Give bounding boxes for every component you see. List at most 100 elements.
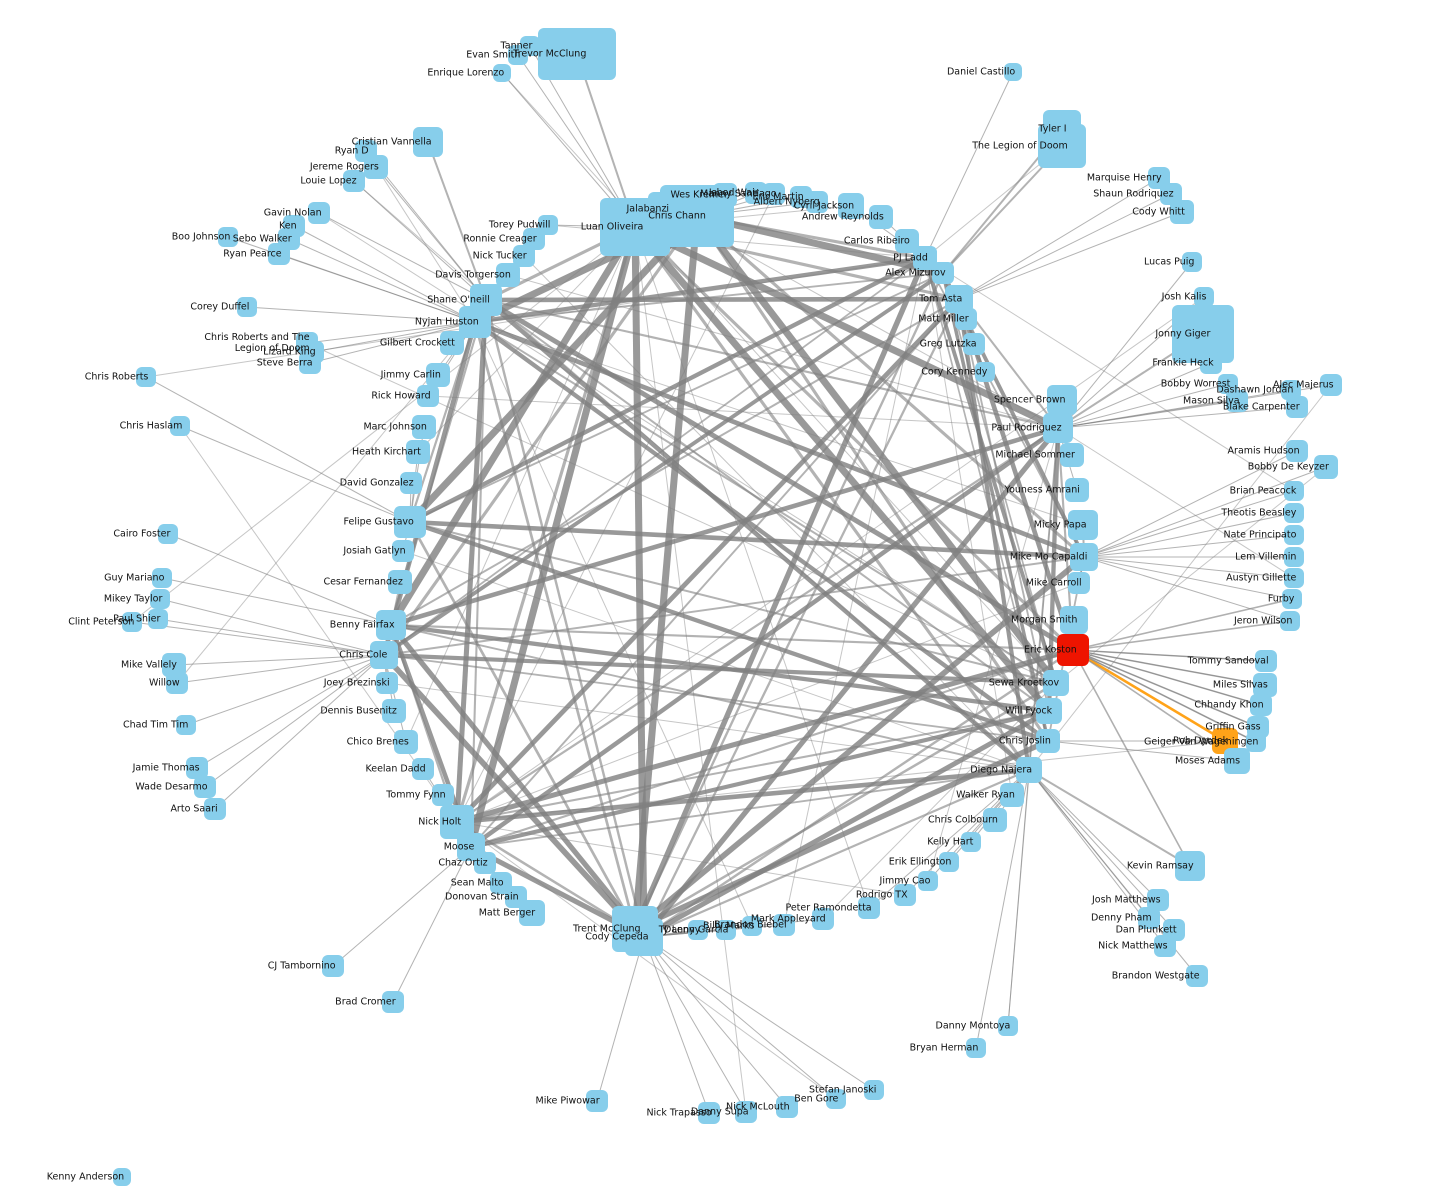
graph-node[interactable] [322, 955, 344, 977]
graph-node[interactable] [1286, 396, 1308, 418]
graph-node[interactable] [1286, 440, 1308, 462]
graph-node[interactable] [1281, 380, 1301, 400]
graph-node[interactable] [474, 852, 496, 874]
graph-node[interactable] [1068, 510, 1098, 540]
graph-node[interactable] [1036, 729, 1060, 753]
graph-node[interactable] [1057, 634, 1089, 666]
graph-node[interactable] [1138, 907, 1160, 929]
graph-node[interactable] [1226, 390, 1248, 412]
graph-node[interactable] [1194, 287, 1214, 307]
graph-node[interactable] [1246, 732, 1266, 752]
graph-node[interactable] [417, 385, 439, 407]
graph-node[interactable] [1068, 572, 1090, 594]
graph-node[interactable] [1186, 965, 1208, 987]
graph-node[interactable] [966, 1038, 986, 1058]
graph-node[interactable] [688, 920, 708, 940]
graph-node[interactable] [364, 155, 388, 179]
graph-node[interactable] [918, 871, 938, 891]
graph-node[interactable] [735, 1101, 757, 1123]
graph-node[interactable] [394, 506, 426, 538]
graph-node[interactable] [343, 170, 365, 192]
graph-node[interactable] [586, 1090, 608, 1112]
graph-node[interactable] [406, 440, 430, 464]
graph-node[interactable] [523, 228, 545, 250]
graph-node[interactable] [440, 331, 464, 355]
graph-node[interactable] [376, 672, 398, 694]
graph-node[interactable] [1200, 352, 1222, 374]
graph-node[interactable] [1043, 413, 1073, 443]
graph-node[interactable] [1218, 374, 1238, 394]
graph-node[interactable] [394, 730, 418, 754]
graph-node[interactable] [122, 612, 142, 632]
graph-node[interactable] [983, 808, 1007, 832]
graph-node[interactable] [1280, 611, 1300, 631]
graph-node[interactable] [773, 914, 795, 936]
graph-node[interactable] [648, 192, 682, 226]
graph-node[interactable] [932, 262, 954, 284]
graph-node[interactable] [176, 715, 196, 735]
graph-node[interactable] [308, 202, 330, 224]
graph-node[interactable] [204, 798, 226, 820]
graph-node[interactable] [496, 263, 520, 287]
graph-node[interactable] [1284, 525, 1304, 545]
graph-node[interactable] [975, 362, 995, 382]
graph-node[interactable] [812, 908, 834, 930]
graph-node[interactable] [1038, 124, 1086, 168]
graph-node[interactable] [513, 245, 535, 267]
graph-node[interactable] [698, 1102, 720, 1124]
graph-node[interactable] [963, 333, 985, 355]
graph-node[interactable] [170, 416, 190, 436]
graph-node[interactable] [864, 1080, 884, 1100]
graph-node[interactable] [1284, 503, 1304, 523]
graph-node[interactable] [1182, 252, 1202, 272]
graph-node[interactable] [186, 757, 208, 779]
graph-node[interactable] [113, 1168, 131, 1186]
graph-node[interactable] [1060, 443, 1084, 467]
graph-node[interactable] [939, 852, 959, 872]
graph-node[interactable] [432, 784, 454, 806]
graph-node[interactable] [538, 28, 616, 80]
graph-node[interactable] [412, 758, 434, 780]
graph-node[interactable] [1284, 481, 1304, 501]
graph-node[interactable] [1284, 547, 1304, 567]
graph-node[interactable] [742, 916, 762, 936]
graph-node[interactable] [806, 191, 828, 213]
graph-node[interactable] [716, 920, 736, 940]
graph-node[interactable] [1070, 543, 1098, 571]
graph-node[interactable] [961, 832, 981, 852]
graph-node[interactable] [763, 183, 785, 205]
graph-node[interactable] [1250, 694, 1272, 716]
graph-node[interactable] [998, 1016, 1018, 1036]
graph-node[interactable] [1016, 757, 1042, 783]
graph-node[interactable] [388, 570, 412, 594]
graph-node[interactable] [218, 227, 238, 247]
graph-node[interactable] [1175, 851, 1205, 881]
graph-node[interactable] [400, 472, 422, 494]
graph-node[interactable] [1255, 650, 1277, 672]
graph-node[interactable] [152, 568, 172, 588]
graph-node[interactable] [826, 1089, 846, 1109]
graph-node[interactable] [268, 243, 290, 265]
graph-node[interactable] [237, 297, 257, 317]
graph-node[interactable] [426, 363, 450, 387]
graph-node[interactable] [1224, 748, 1250, 774]
graph-node[interactable] [413, 127, 443, 157]
graph-node[interactable] [412, 415, 436, 439]
graph-node[interactable] [838, 193, 864, 219]
graph-node[interactable] [1004, 63, 1022, 81]
graph-node[interactable] [745, 182, 767, 204]
graph-node[interactable] [1170, 200, 1194, 224]
graph-node[interactable] [166, 672, 188, 694]
graph-node[interactable] [1282, 589, 1302, 609]
graph-node[interactable] [194, 776, 216, 798]
graph-node[interactable] [382, 699, 406, 723]
graph-node[interactable] [1147, 889, 1169, 911]
graph-node[interactable] [150, 589, 170, 609]
graph-node[interactable] [459, 306, 491, 338]
graph-node[interactable] [376, 610, 406, 640]
graph-node[interactable] [382, 991, 404, 1013]
graph-node[interactable] [519, 900, 545, 926]
graph-node[interactable] [370, 641, 398, 669]
graph-node[interactable] [894, 884, 916, 906]
